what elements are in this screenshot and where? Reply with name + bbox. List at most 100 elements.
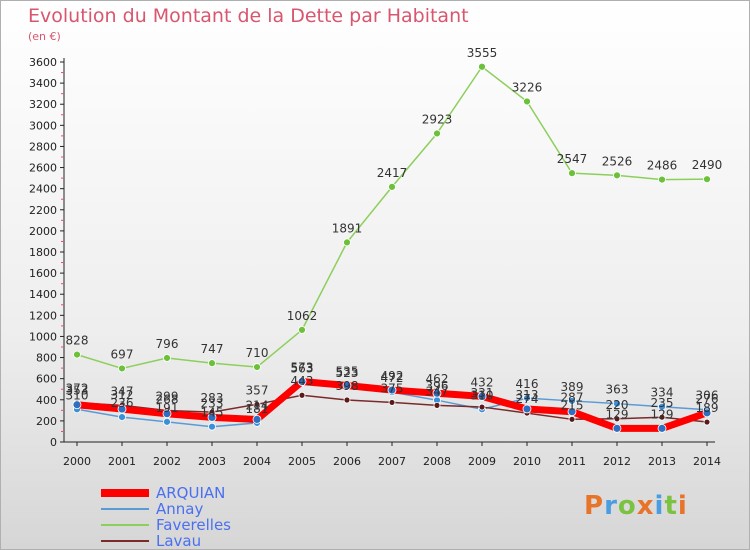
data-label-lavau: 375 <box>381 381 404 395</box>
data-point-lavau <box>253 400 261 408</box>
data-point-lavau <box>298 391 306 399</box>
data-label-faverelles: 710 <box>246 346 269 360</box>
data-point-faverelles <box>703 175 711 184</box>
logo-letter: x <box>636 491 655 521</box>
data-point-arquian <box>567 407 577 417</box>
x-tick-label: 2004 <box>243 455 271 468</box>
data-point-lavau <box>703 418 711 426</box>
data-point-arquian <box>297 377 307 386</box>
data-point-faverelles <box>118 364 126 373</box>
data-label-lavau: 215 <box>561 398 584 412</box>
series-line-faverelles <box>76 66 708 370</box>
data-point-lavau <box>568 415 576 423</box>
chart-title: Evolution du Montant de la Dette par Hab… <box>28 5 469 27</box>
y-tick-label: 2600 <box>29 162 57 175</box>
x-tick-label: 2000 <box>63 455 91 468</box>
data-point-arquian <box>612 423 622 433</box>
data-label-faverelles: 796 <box>156 337 179 351</box>
x-tick-label: 2003 <box>198 455 226 468</box>
data-point-arquian <box>432 388 442 398</box>
legend-swatch-arquian <box>101 489 149 497</box>
x-tick-label: 2005 <box>288 455 316 468</box>
y-tick-label: 2200 <box>29 204 57 217</box>
data-point-lavau <box>658 413 666 421</box>
data-label-annay: 416 <box>516 377 539 391</box>
data-point-faverelles <box>433 129 441 138</box>
y-tick-label: 800 <box>36 352 57 365</box>
data-label-faverelles: 3555 <box>467 46 498 60</box>
data-label-annay: 310 <box>66 388 89 402</box>
data-label-annay: 363 <box>606 383 629 397</box>
data-label-arquian: 276 <box>696 392 719 406</box>
data-label-annay: 310 <box>471 388 494 402</box>
data-point-arquian <box>477 391 487 401</box>
y-tick-label: 200 <box>36 415 57 428</box>
y-tick-label: 1600 <box>29 267 57 280</box>
data-point-lavau <box>433 401 441 409</box>
y-tick-label: 2800 <box>29 140 57 153</box>
data-label-faverelles: 697 <box>111 347 134 361</box>
data-label-arquian: 535 <box>336 365 359 379</box>
legend-label-faverelles: Faverelles <box>156 516 231 534</box>
x-tick-label: 2013 <box>648 455 676 468</box>
x-tick-label: 2002 <box>153 455 181 468</box>
x-tick-label: 2006 <box>333 455 361 468</box>
data-point-annay <box>208 422 216 431</box>
data-point-faverelles <box>568 169 576 178</box>
y-tick-label: 1800 <box>29 246 57 259</box>
y-tick-label: 1400 <box>29 288 57 301</box>
data-label-annay: 389 <box>561 380 584 394</box>
logo-letter: i <box>654 491 665 521</box>
data-point-faverelles <box>163 354 171 362</box>
data-label-arquian: 129 <box>606 407 629 421</box>
y-tick-label: 2400 <box>29 183 57 196</box>
data-point-arquian <box>702 408 712 418</box>
data-label-faverelles: 1891 <box>332 221 363 235</box>
x-tick-label: 2010 <box>513 455 541 468</box>
data-label-faverelles: 2526 <box>602 154 633 168</box>
proxiti-logo: Proxiti <box>584 491 688 521</box>
data-label-faverelles: 1062 <box>287 309 318 323</box>
data-label-annay: 396 <box>426 379 449 393</box>
data-label-arquian: 214 <box>246 398 269 412</box>
data-point-arquian <box>162 409 172 419</box>
data-label-annay: 523 <box>336 366 359 380</box>
data-point-arquian <box>387 385 397 395</box>
data-label-lavau: 189 <box>696 401 719 415</box>
data-point-faverelles <box>523 97 531 106</box>
data-point-annay <box>163 417 171 426</box>
legend-swatch-faverelles <box>101 524 149 526</box>
y-tick-label: 600 <box>36 373 57 386</box>
legend-swatch-lavau <box>101 540 149 542</box>
data-point-arquian <box>657 423 667 433</box>
x-tick-label: 2001 <box>108 455 136 468</box>
data-point-lavau <box>478 403 486 411</box>
data-point-arquian <box>252 415 262 424</box>
x-tick-label: 2011 <box>558 455 586 468</box>
x-tick-label: 2009 <box>468 455 496 468</box>
data-point-arquian <box>342 381 352 390</box>
data-label-lavau: 235 <box>651 396 674 410</box>
data-label-lavau: 357 <box>246 383 269 397</box>
data-label-arquian: 268 <box>156 393 179 407</box>
legend-label-lavau: Lavau <box>156 532 202 550</box>
data-label-faverelles: 3226 <box>512 80 543 94</box>
logo-letter: P <box>584 491 605 521</box>
y-tick-label: 0 <box>50 436 57 449</box>
data-label-lavau: 274 <box>516 392 539 406</box>
data-label-annay: 145 <box>201 406 224 420</box>
data-point-annay <box>523 394 531 402</box>
legend-swatch-annay <box>101 508 149 510</box>
x-tick-label: 2014 <box>693 455 721 468</box>
legend-label-arquian: ARQUIAN <box>156 484 226 502</box>
data-label-annay: 563 <box>291 362 314 376</box>
data-label-arquian: 287 <box>561 391 584 405</box>
legend-label-annay: Annay <box>156 500 204 518</box>
data-point-lavau <box>343 396 351 404</box>
data-label-annay: 306 <box>696 389 719 403</box>
data-label-lavau: 347 <box>111 384 134 398</box>
data-point-faverelles <box>388 182 396 191</box>
data-point-faverelles <box>208 359 216 368</box>
